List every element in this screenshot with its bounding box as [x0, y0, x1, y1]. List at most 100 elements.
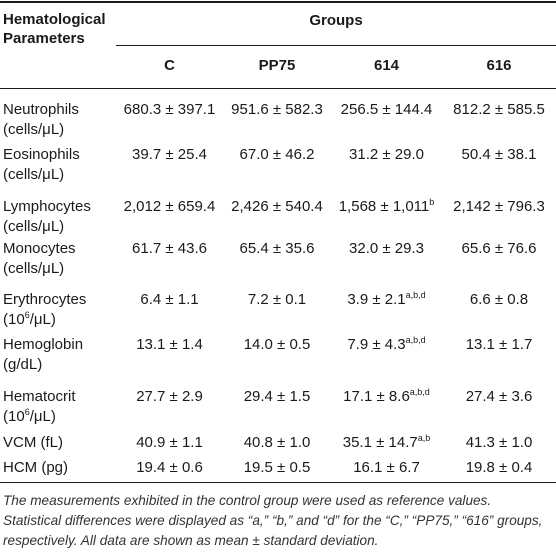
cell-616: 812.2 ± 585.5	[442, 100, 556, 120]
cell-616: 50.4 ± 38.1	[442, 145, 556, 165]
cell-pp75: 951.6 ± 582.3	[223, 100, 331, 120]
row-label: Lymphocytes (cells/μL)	[3, 197, 91, 237]
cell-value: 40.9 ± 1.1	[136, 434, 203, 451]
cell-pp75: 65.4 ± 35.6	[223, 239, 331, 259]
cell-value: 16.1 ± 6.7	[353, 459, 420, 476]
column-header-616: 616	[486, 57, 512, 74]
cell-value: 32.0 ± 29.3	[349, 240, 424, 257]
cell-value: 67.0 ± 46.2	[239, 146, 315, 163]
cell-pp75: 7.2 ± 0.1	[223, 290, 331, 310]
row-label-line1: HCM (pg)	[3, 459, 69, 476]
header-rule	[0, 88, 556, 89]
cell-pp75: 14.0 ± 0.5	[223, 335, 331, 355]
parameters-header-line2: Parameters	[3, 30, 85, 47]
cell-value: 256.5 ± 144.4	[340, 101, 433, 118]
cell-614: 256.5 ± 144.4	[331, 100, 442, 120]
row-label-line1: Neutrophils	[3, 101, 79, 118]
cell-value: 2,142 ± 796.3	[453, 198, 545, 215]
cell-616: 13.1 ± 1.7	[442, 335, 556, 355]
cell-value: 17.1 ± 8.6	[343, 388, 410, 405]
table-top-rule	[0, 1, 556, 3]
cell-614: 3.9 ± 2.1a,b,d	[331, 290, 442, 310]
cell-616: 27.4 ± 3.6	[442, 387, 556, 407]
row-label-line1: Lymphocytes	[3, 198, 91, 215]
cell-value: 2,426 ± 540.4	[231, 198, 323, 215]
unit-suffix: /μL)	[29, 311, 56, 328]
cell-value: 6.6 ± 0.8	[469, 291, 529, 308]
cell-value: 31.2 ± 29.0	[349, 146, 424, 163]
cell-value: 65.6 ± 76.6	[461, 240, 537, 257]
groups-header: Groups	[309, 12, 363, 29]
parameters-header-line1: Hematological	[3, 11, 106, 28]
parameters-header: Hematological Parameters	[3, 10, 113, 48]
column-header-c: C	[164, 57, 175, 74]
unit-prefix: (10	[3, 311, 25, 328]
row-label-line2: (cells/μL)	[3, 260, 65, 277]
cell-614: 7.9 ± 4.3a,b,d	[331, 335, 442, 355]
cell-614: 32.0 ± 29.3	[331, 239, 442, 259]
unit-exponent: 6	[24, 407, 30, 417]
cell-value: 27.7 ± 2.9	[136, 388, 203, 405]
cell-value: 65.4 ± 35.6	[239, 240, 315, 257]
cell-pp75: 29.4 ± 1.5	[223, 387, 331, 407]
row-label: HCM (pg)	[3, 458, 68, 478]
cell-c: 27.7 ± 2.9	[116, 387, 223, 407]
row-label: Eosinophils (cells/μL)	[3, 145, 80, 185]
cell-616: 2,142 ± 796.3	[442, 197, 556, 217]
cell-pp75: 2,426 ± 540.4	[223, 197, 331, 217]
column-header-614: 614	[373, 57, 400, 74]
cell-value: 13.1 ± 1.4	[136, 336, 203, 353]
row-label-line2: (g/dL)	[3, 356, 43, 373]
row-label-line2: (cells/μL)	[3, 121, 65, 138]
cell-616: 19.8 ± 0.4	[442, 458, 556, 478]
row-label-line2: (cells/μL)	[3, 166, 65, 183]
cell-614: 1,568 ± 1,011b	[331, 197, 442, 217]
cell-pp75: 19.5 ± 0.5	[223, 458, 331, 478]
cell-value: 40.8 ± 1.0	[243, 434, 311, 451]
significance-marker: a,b,d	[405, 290, 426, 300]
cell-616: 65.6 ± 76.6	[442, 239, 556, 259]
cell-value: 27.4 ± 3.6	[465, 388, 533, 405]
row-label-line2: (106/μL)	[3, 310, 86, 330]
row-label-line2: (106/μL)	[3, 407, 76, 427]
column-header-pp75: PP75	[258, 57, 296, 74]
cell-c: 40.9 ± 1.1	[116, 433, 223, 453]
cell-value: 6.4 ± 1.1	[140, 291, 199, 308]
cell-614: 16.1 ± 6.7	[331, 458, 442, 478]
cell-614: 17.1 ± 8.6a,b,d	[331, 387, 442, 407]
significance-marker: a,b	[417, 433, 431, 443]
row-label-line1: Eosinophils	[3, 146, 80, 163]
cell-c: 19.4 ± 0.6	[116, 458, 223, 478]
cell-c: 13.1 ± 1.4	[116, 335, 223, 355]
cell-value: 3.9 ± 2.1	[347, 291, 406, 308]
cell-value: 39.7 ± 25.4	[132, 146, 207, 163]
cell-value: 812.2 ± 585.5	[453, 101, 545, 118]
cell-value: 29.4 ± 1.5	[243, 388, 311, 405]
row-label: Hematocrit (106/μL)	[3, 387, 76, 427]
cell-616: 6.6 ± 0.8	[442, 290, 556, 310]
row-label: Hemoglobin (g/dL)	[3, 335, 83, 375]
cell-value: 19.4 ± 0.6	[136, 459, 203, 476]
cell-value: 14.0 ± 0.5	[243, 336, 311, 353]
table-bottom-rule	[0, 482, 556, 483]
significance-marker: a,b,d	[405, 335, 426, 345]
cell-614: 35.1 ± 14.7a,b	[331, 433, 442, 453]
cell-616: 41.3 ± 1.0	[442, 433, 556, 453]
cell-value: 1,568 ± 1,011	[338, 198, 430, 215]
cell-value: 2,012 ± 659.4	[123, 198, 216, 215]
cell-value: 61.7 ± 43.6	[132, 240, 207, 257]
groups-rule	[116, 45, 556, 46]
significance-marker: b	[429, 197, 435, 207]
unit-prefix: (10	[3, 408, 25, 425]
cell-c: 680.3 ± 397.1	[116, 100, 223, 120]
cell-pp75: 40.8 ± 1.0	[223, 433, 331, 453]
cell-value: 951.6 ± 582.3	[231, 101, 323, 118]
row-label-line1: Monocytes	[3, 240, 76, 257]
cell-value: 13.1 ± 1.7	[465, 336, 533, 353]
cell-c: 6.4 ± 1.1	[116, 290, 223, 310]
table-footnote: The measurements exhibited in the contro…	[3, 493, 543, 548]
cell-c: 2,012 ± 659.4	[116, 197, 223, 217]
cell-value: 680.3 ± 397.1	[123, 101, 216, 118]
row-label: Neutrophils (cells/μL)	[3, 100, 79, 140]
